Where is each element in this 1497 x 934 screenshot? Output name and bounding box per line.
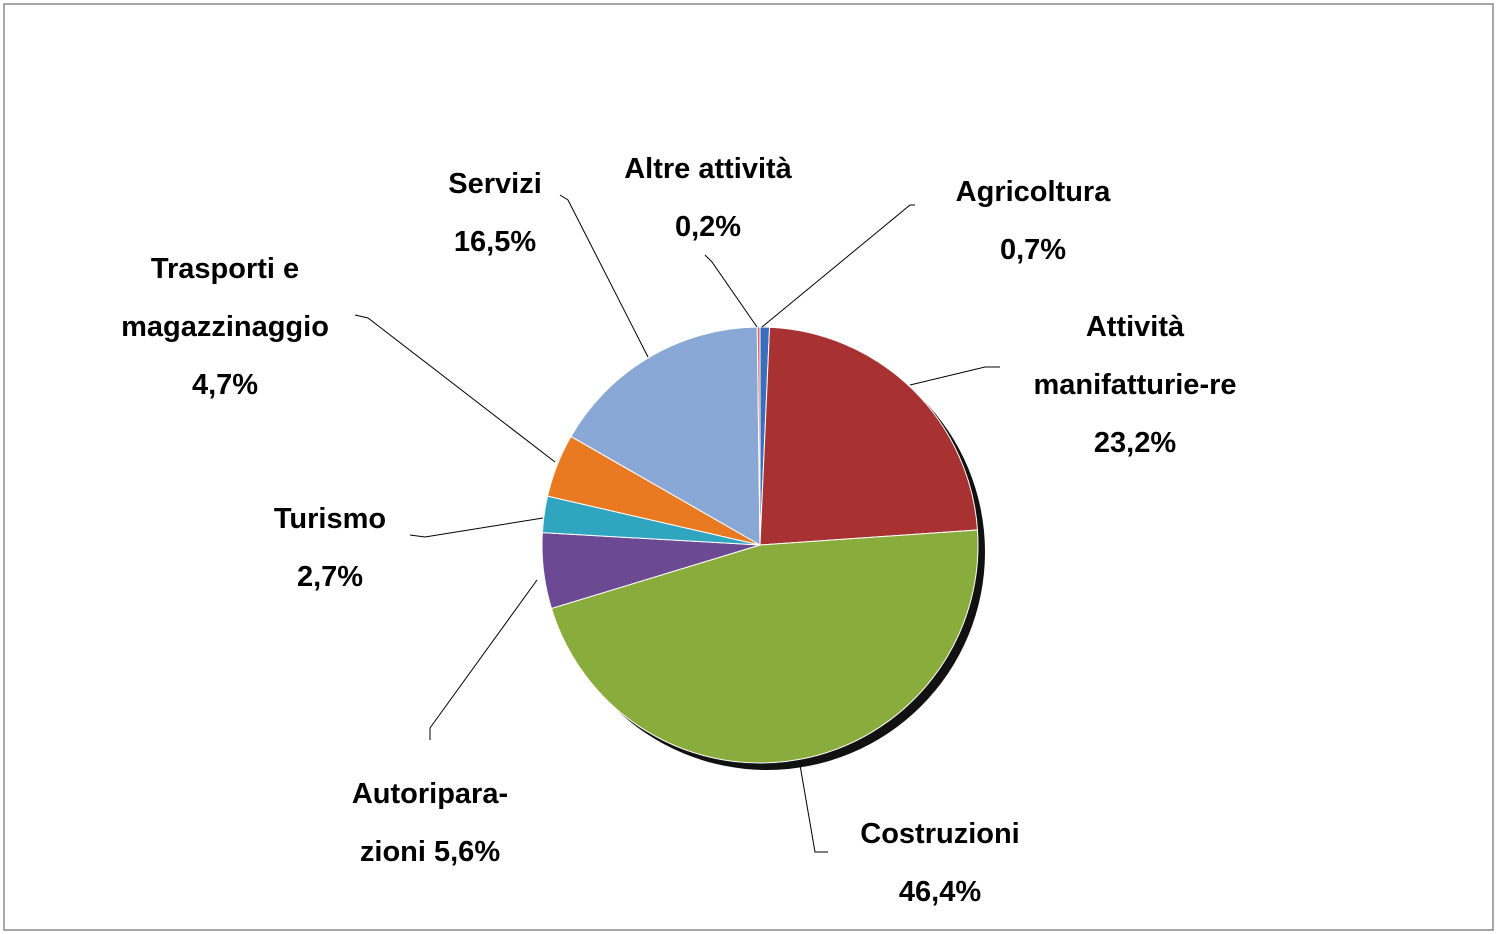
slice-label: Attività manifatturie-re 23,2% <box>1023 298 1248 472</box>
slice-label: Servizi 16,5% <box>415 155 575 271</box>
value-label: 0,7% <box>999 234 1067 266</box>
leader-line <box>909 366 1000 386</box>
category-label: Autoripara-zioni <box>351 778 509 868</box>
leader-line <box>799 764 828 853</box>
slice-label: Agricoltura 0,7% <box>913 163 1153 279</box>
leader-lines <box>354 194 1000 853</box>
leader-line <box>761 204 915 328</box>
value-label: 46,4% <box>898 876 982 908</box>
value-label: 23,2% <box>1093 427 1177 459</box>
slice-label: Autoripara-zioni 5,6% <box>323 765 538 881</box>
value-label: 0,2% <box>674 211 742 243</box>
slice-label: Altre attività 0,2% <box>578 140 838 256</box>
leader-line <box>409 517 544 538</box>
leader-line <box>704 254 758 328</box>
value-label: 5,6% <box>434 836 501 868</box>
pie-slice <box>756 326 761 546</box>
value-label: 2,7% <box>296 561 364 593</box>
category-label: Attività manifatturie-re <box>1033 311 1237 401</box>
category-label: Costruzioni <box>860 818 1020 850</box>
leader-line <box>559 194 649 358</box>
category-label: Servizi <box>448 168 542 200</box>
value-label: 16,5% <box>453 226 537 258</box>
pie-slice <box>759 326 979 546</box>
slice-label: Costruzioni 46,4% <box>820 805 1060 921</box>
leader-line <box>354 314 556 463</box>
slice-label: Trasporti e magazzinaggio 4,7% <box>100 240 350 414</box>
leader-line <box>429 579 538 740</box>
value-label: 4,7% <box>191 369 259 401</box>
category-label: Altre attività <box>624 153 792 185</box>
category-label: Trasporti e magazzinaggio <box>121 253 329 343</box>
category-label: Turismo <box>273 503 387 535</box>
pie-slice <box>550 529 979 764</box>
pie-slice <box>570 326 761 546</box>
slice-label: Turismo 2,7% <box>230 490 430 606</box>
category-label: Agricoltura <box>955 176 1111 208</box>
